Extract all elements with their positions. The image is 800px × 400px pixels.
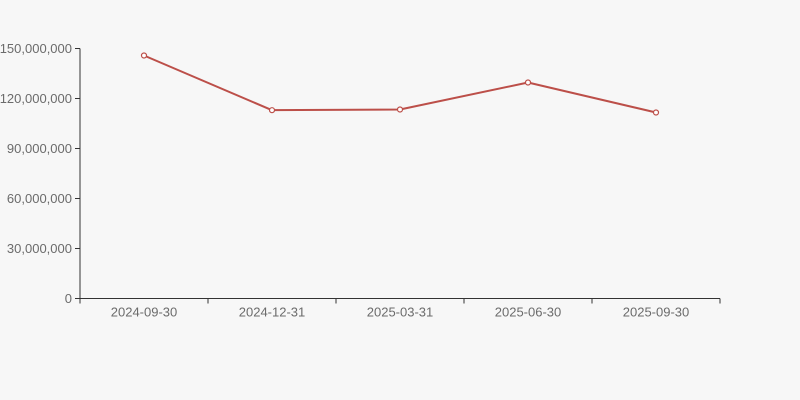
x-tick-label: 2025-03-31 <box>367 305 434 320</box>
data-point-marker[interactable] <box>652 109 660 116</box>
y-tick-label: 120,000,000 <box>0 91 72 106</box>
y-tick-label: 30,000,000 <box>7 241 72 256</box>
x-tick-label: 2024-12-31 <box>239 305 306 320</box>
series-line <box>143 54 657 114</box>
y-tick-label: 150,000,000 <box>0 41 72 56</box>
x-tick-label: 2025-09-30 <box>623 305 690 320</box>
y-tick-label: 0 <box>65 291 72 306</box>
x-tick-label: 2025-06-30 <box>495 305 562 320</box>
x-tick-label: 2024-09-30 <box>111 305 178 320</box>
y-tick-label: 90,000,000 <box>7 141 72 156</box>
data-point-marker[interactable] <box>140 52 148 59</box>
data-point-marker[interactable] <box>396 106 404 113</box>
data-point-marker[interactable] <box>268 107 276 114</box>
y-tick-label: 60,000,000 <box>7 191 72 206</box>
data-point-marker[interactable] <box>524 79 532 86</box>
